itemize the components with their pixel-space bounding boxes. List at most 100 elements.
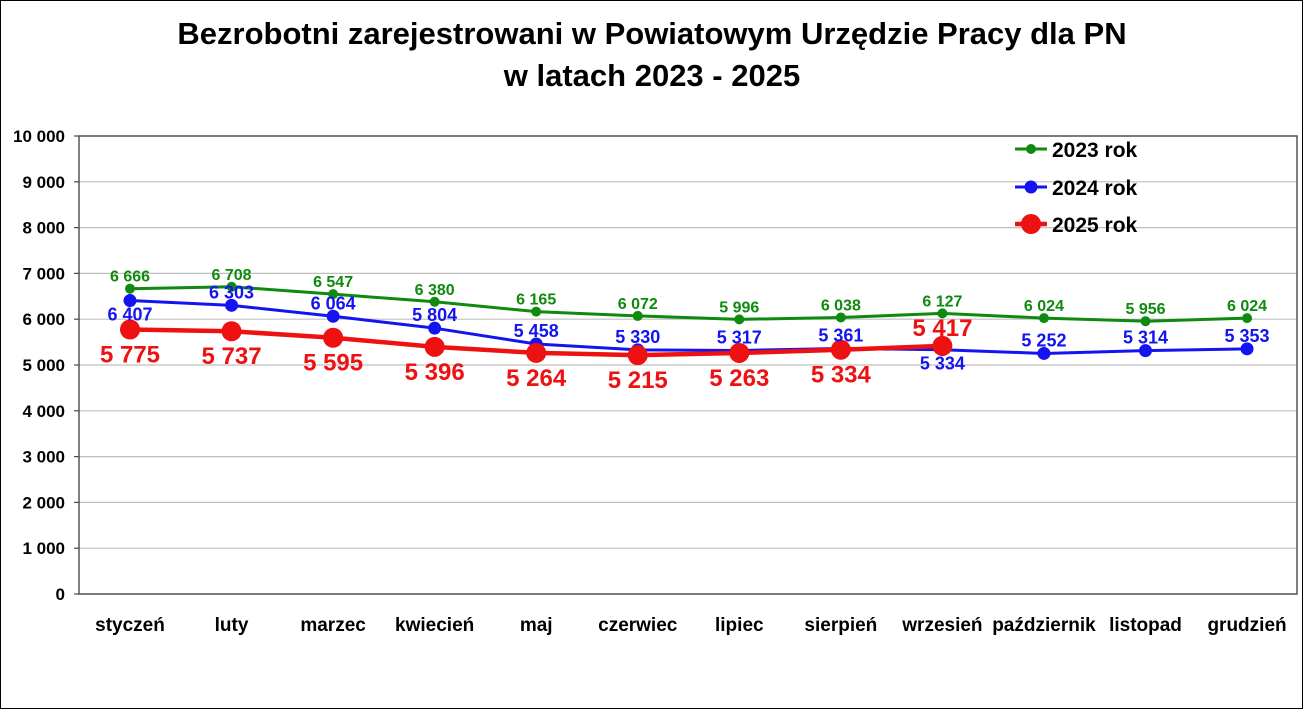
x-axis-tick-label: luty — [215, 615, 249, 636]
x-axis-tick-label: lipiec — [715, 615, 764, 636]
data-point-marker — [1240, 342, 1254, 356]
y-axis-tick-label: 3 000 — [22, 448, 65, 467]
x-axis-tick-label: październik — [992, 615, 1096, 636]
data-point-marker — [729, 342, 750, 363]
x-axis-tick-label: maj — [520, 615, 553, 636]
x-axis-tick-label: wrzesień — [901, 615, 982, 636]
data-point-marker — [429, 296, 440, 307]
data-label: 5 361 — [818, 325, 863, 345]
data-label: 5 353 — [1225, 326, 1270, 346]
data-point-marker — [627, 345, 648, 366]
legend-item-2023: 2023 rok — [1015, 139, 1138, 162]
data-point-marker — [125, 283, 135, 294]
data-point-marker — [932, 335, 953, 356]
data-point-marker — [225, 298, 239, 312]
data-label: 5 252 — [1021, 330, 1066, 350]
data-point-marker — [123, 294, 137, 308]
data-point-marker — [424, 336, 445, 357]
data-point-marker — [428, 321, 442, 335]
y-axis-tick-label: 10 000 — [13, 127, 65, 146]
data-label: 6 038 — [821, 297, 861, 314]
y-axis-tick-label: 1 000 — [22, 539, 65, 558]
data-label: 6 165 — [516, 292, 556, 309]
data-label: 5 417 — [912, 315, 972, 342]
legend-item-2024: 2024 rok — [1015, 177, 1138, 200]
legend-item-2025: 2025 rok — [1015, 214, 1138, 237]
legend-label: 2023 rok — [1052, 139, 1138, 162]
data-label: 5 334 — [811, 362, 872, 389]
data-label: 5 330 — [615, 327, 660, 347]
x-axis-tick-label: marzec — [300, 615, 366, 636]
data-label: 6 380 — [415, 282, 455, 299]
x-axis-tick-label: kwiecień — [395, 615, 474, 636]
plot-area: 0 1 000 2 000 3 000 4 000 5 000 6 000 7 000 8 00… — [13, 127, 1298, 636]
data-label: 5 263 — [709, 365, 769, 392]
data-point-marker — [323, 327, 344, 348]
y-axis-tick-label: 2 000 — [22, 493, 65, 512]
data-label: 6 666 — [110, 269, 150, 286]
data-label: 6 024 — [1227, 298, 1267, 315]
data-label: 5 458 — [514, 321, 559, 341]
data-label: 6 303 — [209, 282, 254, 302]
data-point-marker — [326, 309, 340, 323]
data-label: 6 072 — [618, 296, 658, 313]
data-point-marker — [221, 321, 242, 342]
legend-dot-marker-icon — [1026, 144, 1036, 154]
data-label: 5 737 — [202, 343, 262, 370]
data-point-marker — [531, 306, 542, 317]
data-label: 5 595 — [303, 350, 363, 377]
data-point-marker — [1037, 346, 1051, 360]
data-label: 5 314 — [1123, 328, 1168, 348]
x-axis-tick-label: styczeń — [95, 615, 165, 636]
y-axis-tick-label: 0 — [56, 585, 65, 604]
legend-label: 2025 rok — [1052, 214, 1138, 237]
plot-border — [78, 135, 1298, 595]
data-point-marker — [120, 319, 140, 340]
data-label: 6 407 — [107, 305, 152, 325]
y-axis-tick-label: 7 000 — [22, 264, 65, 283]
legend: 2023 rok 2024 rok 2025 rok — [1015, 139, 1138, 237]
data-point-marker — [937, 308, 948, 319]
series-line-2024 — [129, 299, 1248, 355]
chart-title-line1: Bezrobotni zarejestrowani w Powiatowym U… — [177, 16, 1126, 51]
x-axis-tick-label: grudzień — [1207, 615, 1286, 636]
data-point-marker — [1140, 316, 1151, 327]
data-label: 6 127 — [922, 293, 962, 310]
data-label-layer: 6 666 6 708 6 547 6 380 6 165 6 072 5 996 6 038… — [100, 267, 1270, 394]
data-label: 5 996 — [719, 299, 759, 316]
data-point-marker — [1038, 313, 1049, 324]
data-label: 5 775 — [100, 342, 160, 369]
x-axis-tick-label: czerwiec — [598, 615, 678, 636]
data-label: 6 708 — [212, 267, 252, 284]
y-axis-tick-label: 6 000 — [22, 310, 65, 329]
data-label: 5 317 — [717, 327, 762, 347]
data-point-marker — [328, 289, 339, 300]
data-point-marker — [1139, 344, 1152, 358]
data-point-marker — [526, 342, 547, 363]
data-point-marker — [830, 339, 851, 360]
y-axis-tick-label: 8 000 — [22, 219, 65, 238]
data-label: 6 024 — [1024, 298, 1064, 315]
data-label: 6 064 — [311, 293, 356, 313]
legend-dot-marker-icon — [1024, 180, 1038, 194]
data-label: 5 264 — [506, 365, 567, 392]
data-point-marker — [835, 312, 846, 323]
chart-title-line2: w latach 2023 - 2025 — [503, 58, 800, 93]
data-point-marker — [632, 310, 643, 321]
data-label: 5 215 — [608, 367, 668, 394]
data-point-marker — [226, 281, 237, 292]
data-label: 6 547 — [313, 274, 353, 291]
data-label: 5 804 — [412, 305, 457, 325]
y-axis-tick-label: 5 000 — [22, 356, 65, 375]
y-axis-tick-label: 9 000 — [22, 173, 65, 192]
data-label: 5 956 — [1125, 301, 1165, 318]
x-axis-tick-label: listopad — [1109, 615, 1182, 636]
data-label: 5 334 — [920, 354, 965, 374]
data-point-marker — [1242, 313, 1253, 324]
series-layer — [120, 281, 1254, 366]
data-point-marker — [734, 314, 745, 325]
legend-label: 2024 rok — [1052, 177, 1138, 200]
y-axis-tick-label: 4 000 — [22, 402, 65, 421]
